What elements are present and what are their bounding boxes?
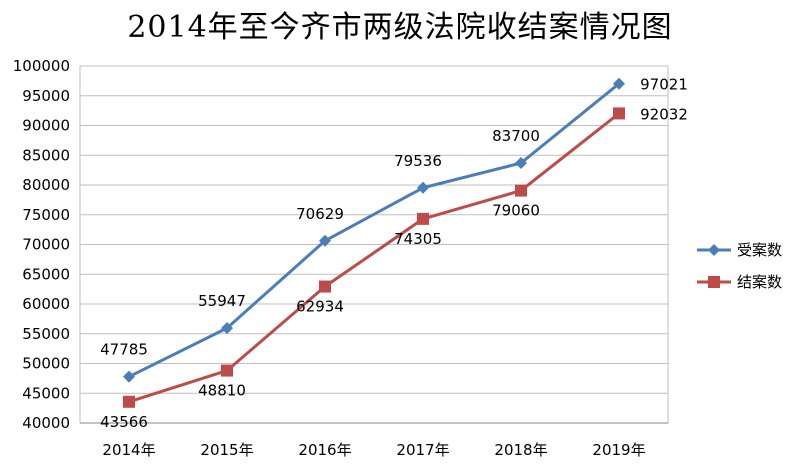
legend-marker <box>708 244 720 256</box>
y-tick-label: 75000 <box>22 206 70 224</box>
gridlines <box>79 65 669 424</box>
legend-marker <box>708 276 720 288</box>
series-line-1 <box>128 82 620 379</box>
y-axis-tick-labels: 40000 45000 50000 55000 60000 65000 70000 75000… <box>13 57 70 432</box>
data-point-marker <box>515 156 527 169</box>
data-label: 79536 <box>394 152 442 170</box>
data-label: 62934 <box>296 298 344 316</box>
data-point-marker <box>123 395 135 408</box>
data-point-marker <box>515 184 527 197</box>
series-line-2 <box>128 112 620 404</box>
series-lines <box>128 82 620 404</box>
data-labels: 47785 55947 70629 79536 83700 97021 43566 48810… <box>100 76 688 431</box>
data-point-marker <box>613 107 625 120</box>
legend-label: 受案数 <box>737 241 782 259</box>
legend-label: 结案数 <box>737 273 782 291</box>
x-tick-label: 2014年 <box>102 441 155 459</box>
y-tick-label: 95000 <box>22 87 70 105</box>
data-point-marker <box>221 322 233 335</box>
data-point-marker <box>221 364 233 377</box>
y-tick-label: 90000 <box>22 117 70 135</box>
chart-title: 2014年至今齐市两级法院收结案情况图 <box>127 10 673 45</box>
data-point-marker <box>417 212 429 225</box>
data-label: 83700 <box>492 127 540 145</box>
data-label: 97021 <box>640 76 688 94</box>
y-tick-label: 100000 <box>13 57 70 75</box>
data-label: 70629 <box>296 205 344 223</box>
x-tick-label: 2017年 <box>396 441 449 459</box>
data-label: 48810 <box>198 382 246 400</box>
data-label: 79060 <box>492 202 540 220</box>
x-tick-label: 2016年 <box>298 441 351 459</box>
y-tick-label: 65000 <box>22 265 70 283</box>
y-tick-label: 50000 <box>22 355 70 373</box>
x-tick-label: 2019年 <box>592 441 645 459</box>
data-point-marker <box>417 181 429 194</box>
data-label: 43566 <box>100 413 148 431</box>
x-tick-label: 2018年 <box>494 441 547 459</box>
data-label: 74305 <box>394 230 442 248</box>
y-tick-label: 80000 <box>22 176 70 194</box>
y-tick-label: 60000 <box>22 295 70 313</box>
y-tick-label: 85000 <box>22 146 70 164</box>
data-point-marker <box>319 234 331 247</box>
data-label: 92032 <box>640 105 688 123</box>
y-tick-label: 40000 <box>22 414 70 432</box>
series-markers <box>123 77 625 408</box>
data-point-marker <box>613 77 625 90</box>
y-tick-label: 70000 <box>22 236 70 254</box>
data-label: 47785 <box>100 341 148 359</box>
x-axis-tick-labels: 2014年 2015年 2016年 2017年 2018年 2019年 <box>102 441 645 459</box>
data-point-marker <box>123 370 135 383</box>
data-point-marker <box>319 280 331 293</box>
y-tick-label: 55000 <box>22 325 70 343</box>
y-tick-label: 45000 <box>22 384 70 402</box>
data-label: 55947 <box>198 292 246 310</box>
x-tick-label: 2015年 <box>200 441 253 459</box>
